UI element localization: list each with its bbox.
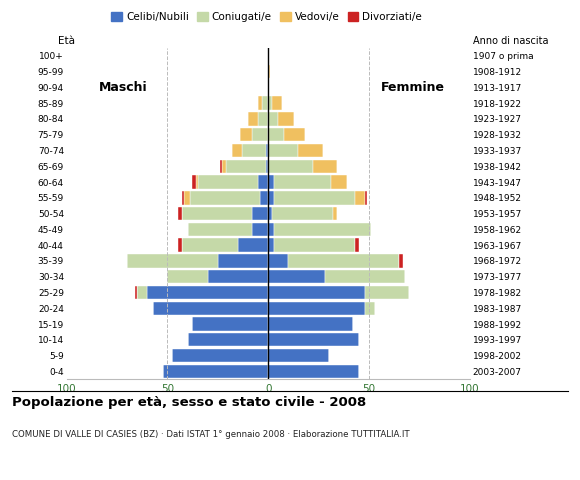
Bar [268, 223, 274, 236]
Bar [240, 128, 252, 142]
Bar [218, 254, 268, 268]
Text: Anno di nascita: Anno di nascita [473, 36, 548, 46]
Bar [272, 96, 282, 110]
Bar [190, 191, 260, 204]
Bar [268, 144, 299, 157]
Text: Popolazione per età, sesso e stato civile - 2008: Popolazione per età, sesso e stato civil… [12, 396, 366, 409]
Bar [268, 207, 272, 220]
Bar [325, 270, 405, 283]
Bar [208, 270, 268, 283]
Bar [355, 191, 365, 204]
Bar [177, 239, 182, 252]
Bar [268, 349, 329, 362]
Bar [268, 254, 288, 268]
Bar [268, 128, 284, 142]
Bar [268, 159, 313, 173]
Bar [182, 239, 238, 252]
Bar [220, 159, 222, 173]
Bar [258, 175, 268, 189]
Bar [252, 207, 268, 220]
Bar [331, 175, 347, 189]
Bar [284, 128, 304, 142]
Bar [268, 191, 274, 204]
Bar [252, 128, 268, 142]
Bar [268, 239, 274, 252]
Bar [268, 175, 274, 189]
Bar [195, 175, 198, 189]
Bar [258, 96, 262, 110]
Bar [266, 144, 268, 157]
Bar [365, 286, 409, 299]
Text: Età: Età [58, 36, 75, 46]
Bar [188, 333, 268, 347]
Bar [268, 112, 278, 126]
Bar [191, 317, 268, 331]
Bar [258, 112, 268, 126]
Bar [168, 270, 208, 283]
Bar [137, 286, 147, 299]
Bar [172, 349, 268, 362]
Bar [177, 207, 182, 220]
Bar [262, 96, 268, 110]
Bar [274, 223, 371, 236]
Legend: Celibi/Nubili, Coniugati/e, Vedovi/e, Divorziati/e: Celibi/Nubili, Coniugati/e, Vedovi/e, Di… [107, 8, 426, 26]
Bar [288, 254, 399, 268]
Bar [268, 286, 365, 299]
Bar [198, 175, 258, 189]
Bar [127, 254, 218, 268]
Bar [164, 365, 268, 378]
Bar [274, 175, 331, 189]
Bar [182, 207, 252, 220]
Bar [274, 239, 355, 252]
Bar [252, 223, 268, 236]
Bar [226, 159, 266, 173]
Bar [313, 159, 337, 173]
Bar [272, 207, 333, 220]
Bar [299, 144, 322, 157]
Bar [365, 191, 367, 204]
Bar [248, 112, 258, 126]
Bar [268, 365, 359, 378]
Bar [399, 254, 403, 268]
Bar [135, 286, 137, 299]
Bar [268, 65, 270, 78]
Text: COMUNE DI VALLE DI CASIES (BZ) · Dati ISTAT 1° gennaio 2008 · Elaborazione TUTTI: COMUNE DI VALLE DI CASIES (BZ) · Dati IS… [12, 430, 409, 439]
Bar [184, 191, 190, 204]
Bar [266, 159, 268, 173]
Bar [153, 301, 268, 315]
Bar [333, 207, 337, 220]
Bar [268, 333, 359, 347]
Bar [188, 223, 252, 236]
Text: Maschi: Maschi [99, 81, 147, 94]
Bar [182, 191, 184, 204]
Bar [268, 96, 272, 110]
Bar [238, 239, 268, 252]
Bar [242, 144, 266, 157]
Bar [147, 286, 268, 299]
Bar [260, 191, 268, 204]
Bar [274, 191, 355, 204]
Bar [365, 301, 375, 315]
Bar [268, 270, 325, 283]
Bar [278, 112, 295, 126]
Bar [191, 175, 195, 189]
Bar [222, 159, 226, 173]
Bar [355, 239, 359, 252]
Text: Femmine: Femmine [382, 81, 445, 94]
Bar [268, 301, 365, 315]
Bar [232, 144, 242, 157]
Bar [268, 317, 353, 331]
